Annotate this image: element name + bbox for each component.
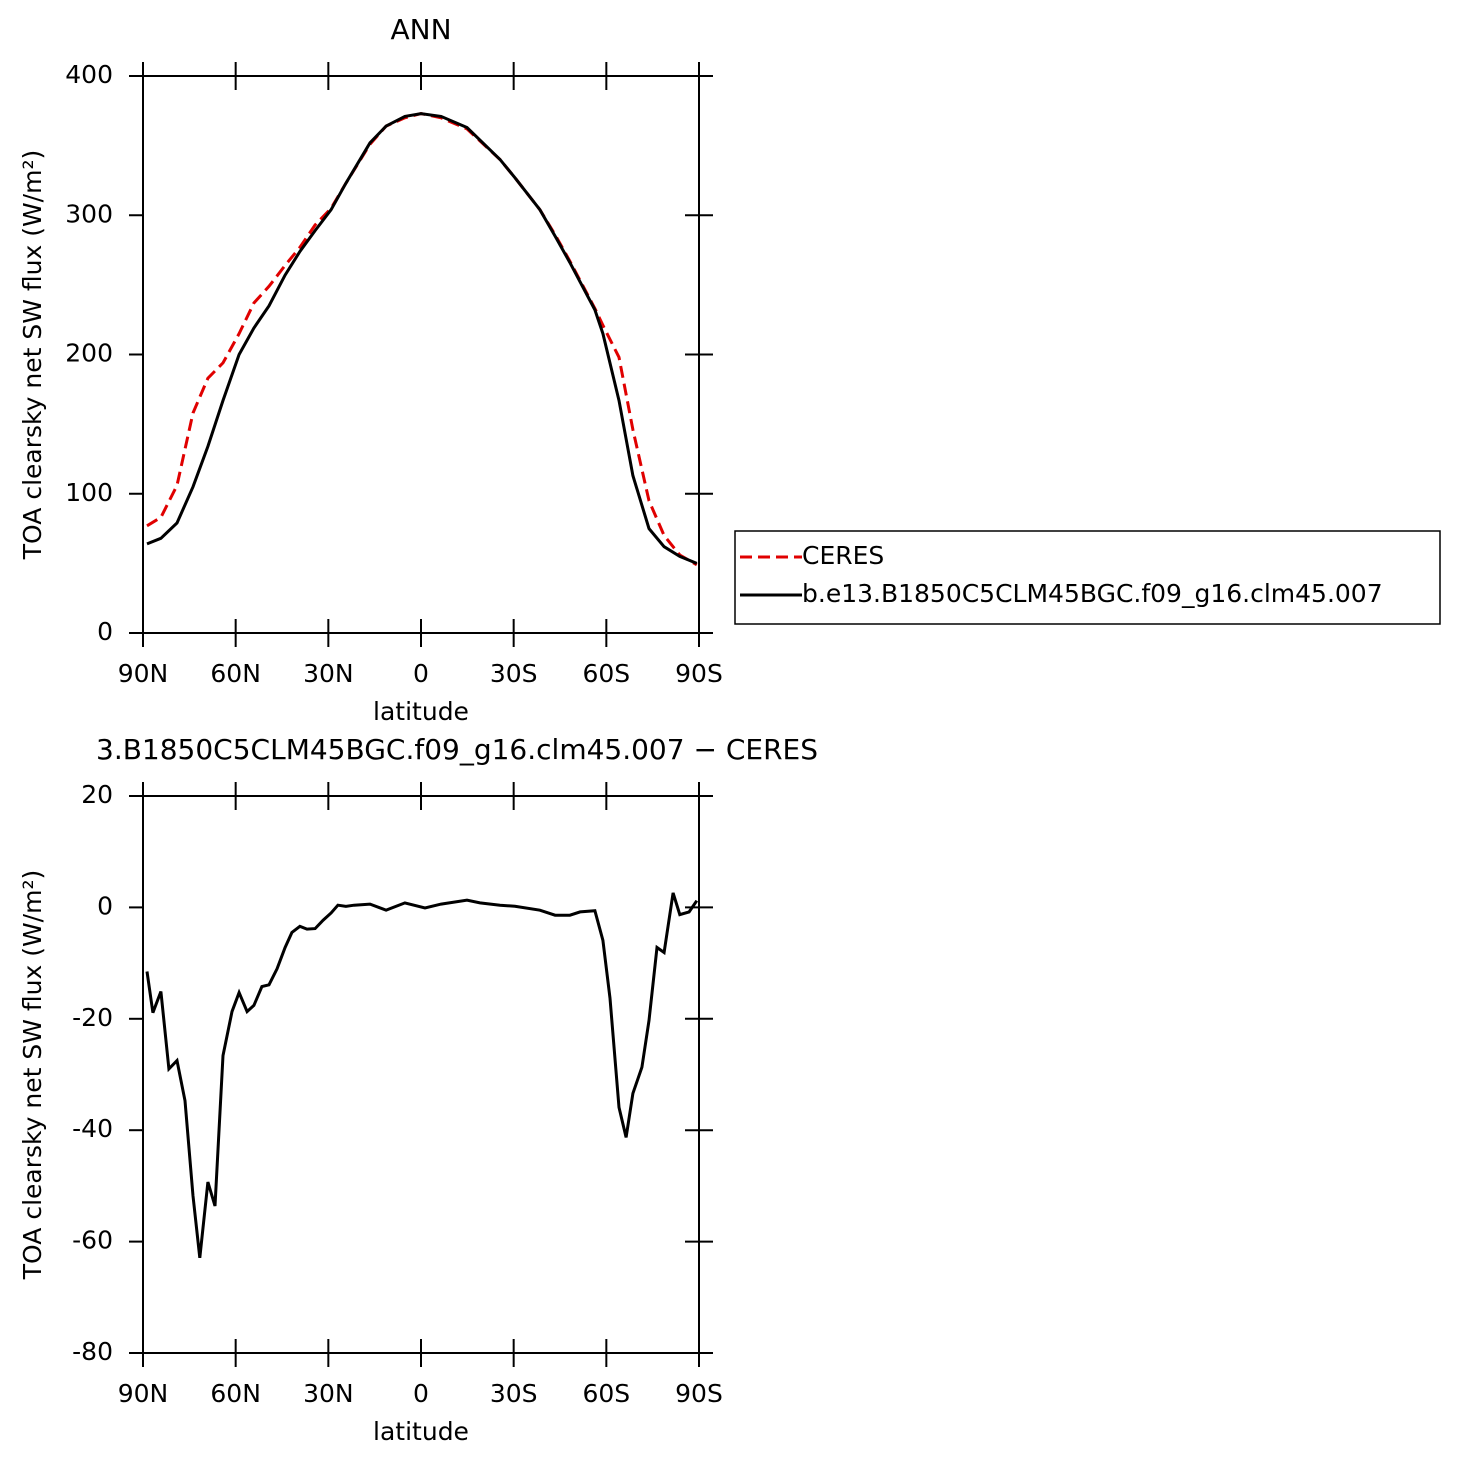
y-axis-label: TOA clearsky net SW flux (W/m²) [18, 150, 47, 560]
x-tick-label: 30S [490, 1379, 538, 1408]
x-tick-label: 60S [582, 1379, 630, 1408]
x-tick-label: 90S [675, 659, 723, 688]
x-tick-label: 30N [303, 1379, 354, 1408]
x-tick-label: 90S [675, 1379, 723, 1408]
x-axis-label: latitude [373, 1417, 469, 1446]
x-tick-label: 60S [582, 659, 630, 688]
y-tick-label: 200 [65, 339, 113, 368]
y-axis-label: TOA clearsky net SW flux (W/m²) [18, 870, 47, 1280]
x-tick-label: 60N [210, 1379, 261, 1408]
y-tick-label: 400 [65, 60, 113, 89]
data-line [146, 112, 698, 567]
chart-title: ANN [390, 13, 451, 46]
x-tick-label: 0 [413, 1379, 429, 1408]
y-tick-label: 0 [97, 891, 113, 920]
y-tick-label: -60 [72, 1226, 113, 1255]
x-tick-label: 30N [303, 659, 354, 688]
y-tick-label: -40 [72, 1114, 113, 1143]
plot-frame [142, 75, 700, 634]
y-tick-label: -80 [72, 1337, 113, 1366]
data-line [146, 112, 698, 565]
x-tick-label: 30S [490, 659, 538, 688]
x-tick-label: 60N [210, 659, 261, 688]
y-tick-label: 0 [97, 617, 113, 646]
y-tick-label: 100 [65, 478, 113, 507]
x-axis-label: latitude [373, 697, 469, 726]
y-tick-label: -20 [72, 1003, 113, 1032]
y-tick-label: 20 [81, 780, 113, 809]
x-tick-label: 0 [413, 659, 429, 688]
y-tick-label: 300 [65, 199, 113, 228]
x-tick-label: 90N [118, 1379, 169, 1408]
x-tick-label: 90N [118, 659, 169, 688]
data-line [145, 892, 699, 1258]
legend-box [734, 530, 1441, 625]
chart-title: 3.B1850C5CLM45BGC.f09_g16.clm45.007 − CE… [96, 733, 818, 766]
legend-label: CERES [802, 541, 884, 570]
legend-label: b.e13.B1850C5CLM45BGC.f09_g16.clm45.007 [802, 579, 1383, 608]
